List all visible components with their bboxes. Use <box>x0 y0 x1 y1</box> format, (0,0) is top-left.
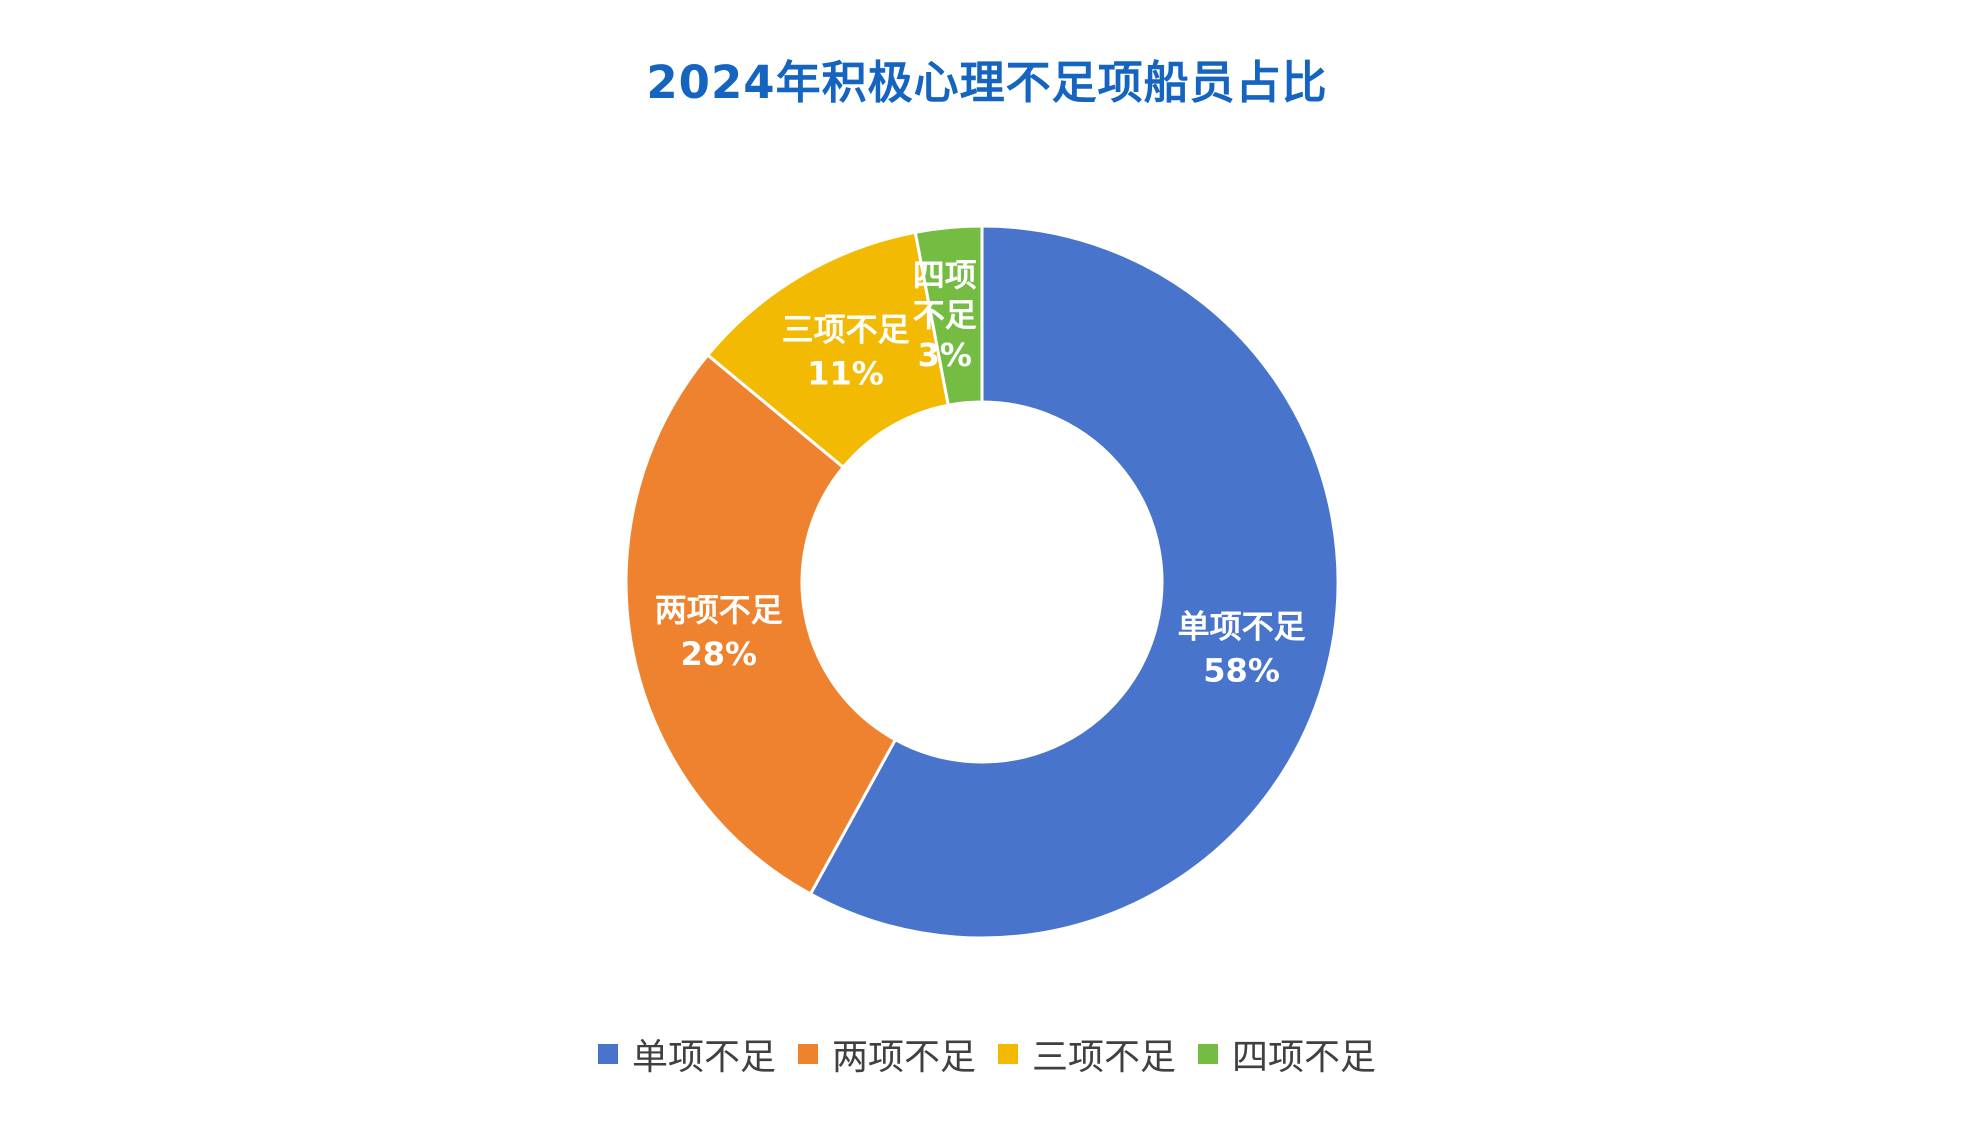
legend-item: 单项不足 <box>597 1028 776 1080</box>
legend-item: 四项不足 <box>1198 1028 1376 1080</box>
legend-item: 三项不足 <box>998 1028 1176 1080</box>
slice-value-label: 3% <box>918 336 972 374</box>
slice-category-label: 三项不足 <box>782 310 910 348</box>
slice-label-group: 三项不足 11% <box>782 310 910 392</box>
slice-category-label: 两项不足 <box>655 591 783 629</box>
legend-swatch <box>797 1044 818 1064</box>
legend-label: 单项不足 <box>631 1037 776 1078</box>
slice-label: 三项不足 11% <box>782 310 910 392</box>
slice-1 <box>808 224 1340 940</box>
legend-label: 三项不足 <box>1032 1037 1177 1078</box>
slice-category-label: 不足 <box>913 296 977 334</box>
slice-label: 四项不足 3% <box>913 256 977 374</box>
slice-label-group: 单项不足 58% <box>1178 608 1306 690</box>
legend-swatch <box>998 1044 1018 1064</box>
slice-value-label: 58% <box>1203 652 1280 690</box>
chart-title: 2024年积极心理不足项船员占比 <box>646 56 1328 109</box>
slice-2 <box>624 352 898 897</box>
legend-swatch <box>597 1044 618 1064</box>
slice-label: 两项不足 28% <box>655 591 783 673</box>
slice-value-label: 28% <box>680 635 757 673</box>
slice-label-group: 四项不足 3% <box>913 256 977 374</box>
slice-category-label: 单项不足 <box>1178 608 1306 646</box>
slice-category-label: 四项 <box>913 256 977 294</box>
legend-swatch <box>1198 1044 1219 1064</box>
legend-label: 两项不足 <box>831 1037 976 1078</box>
legend-label: 四项不足 <box>1232 1037 1377 1078</box>
slice-value-label: 11% <box>807 354 884 392</box>
legend: 单项不足 两项不足 三项不足 四项不足 <box>0 1028 1974 1080</box>
slice-4 <box>913 224 984 407</box>
slice-label: 单项不足 58% <box>1178 608 1306 690</box>
legend-item: 两项不足 <box>797 1028 976 1080</box>
slice-label-group: 两项不足 28% <box>655 591 783 673</box>
